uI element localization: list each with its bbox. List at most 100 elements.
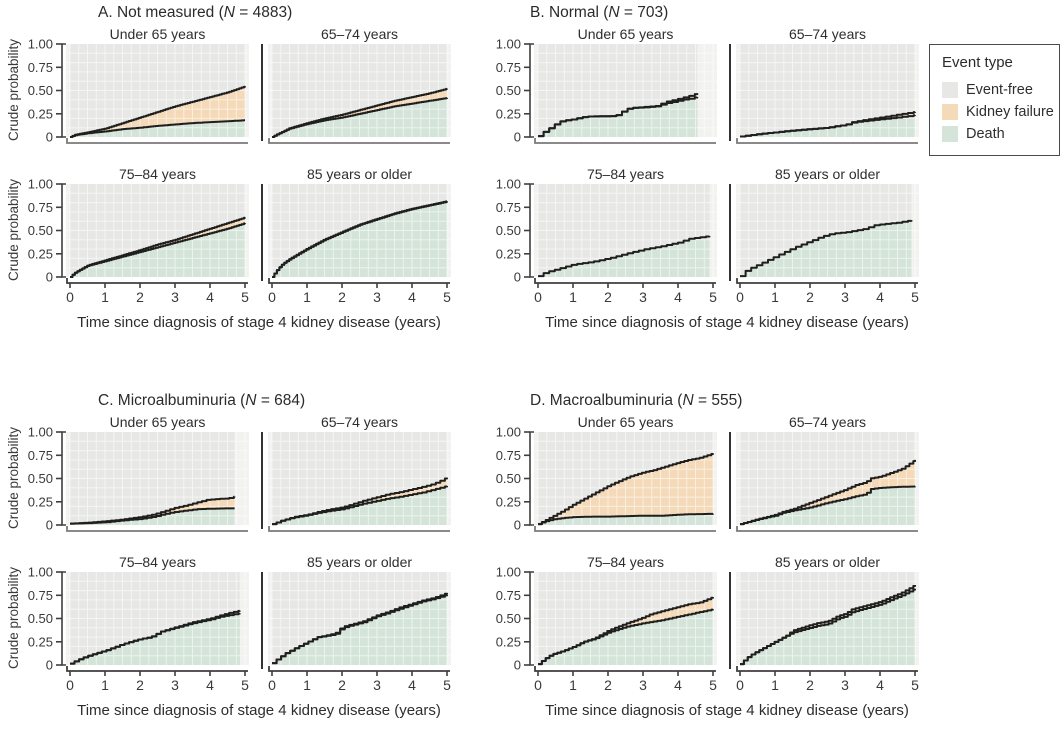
x-axis <box>534 526 716 532</box>
subplot-title: 65–74 years <box>788 414 867 430</box>
y-axis <box>529 431 534 526</box>
y-tick-label: 0 <box>514 658 521 673</box>
subplot-title: Under 65 years <box>109 414 206 430</box>
x-tick-label: 2 <box>604 677 612 693</box>
event-free-swatch <box>942 82 958 98</box>
y-tick-label: 0.25 <box>496 494 521 509</box>
y-axis <box>529 183 534 278</box>
y-tick-label: 0.75 <box>28 200 53 215</box>
y-tick-label: 0 <box>514 518 521 533</box>
panel-d-title: D. Macroalbuminuria (N = 555) <box>530 392 743 409</box>
x-tick-label: 3 <box>171 677 179 693</box>
death-curve <box>740 588 916 666</box>
subplot-c-65-74-years <box>261 432 451 532</box>
x-tick-label: 5 <box>911 289 919 305</box>
death-area <box>70 613 240 665</box>
death-curve <box>740 219 913 278</box>
x-tick-label: 4 <box>408 289 416 305</box>
x-axis <box>534 666 716 672</box>
x-axis <box>66 666 248 672</box>
gridlines <box>534 44 717 137</box>
panel-d-title-text: D. Macroalbuminuria <box>530 392 673 409</box>
y-axis <box>61 43 66 138</box>
death-curve <box>70 507 235 525</box>
x-tick-label: 3 <box>841 677 849 693</box>
y-axis-label: Crude probability <box>6 566 21 670</box>
panel-b-title: B. Normal (N = 703) <box>530 4 669 21</box>
panel-d-n-value: = 555 <box>697 392 738 409</box>
x-tick-label: 0 <box>268 677 276 693</box>
x-axis <box>268 278 450 284</box>
x-tick-label: 5 <box>709 289 717 305</box>
y-tick-label: 1.00 <box>28 177 53 192</box>
death-curve <box>538 96 699 138</box>
x-tick-label: 4 <box>876 677 884 693</box>
x-tick-label: 2 <box>806 289 814 305</box>
y-tick-label: 0.25 <box>496 634 521 649</box>
gridlines <box>534 572 717 665</box>
death-area <box>70 508 235 525</box>
x-tick-label: 4 <box>206 677 214 693</box>
x-tick-label: 1 <box>101 677 109 693</box>
y-tick-label: 0.50 <box>496 83 521 98</box>
x-axis <box>268 138 450 144</box>
y-tick-label: 1.00 <box>496 425 521 440</box>
subplot-title: 85 years or older <box>774 166 881 182</box>
death-curve <box>538 235 711 278</box>
death-curve <box>70 612 241 665</box>
subplot-title: 75–84 years <box>586 554 665 570</box>
x-tick-label: 2 <box>604 289 612 305</box>
subplot-d-65-74-years <box>729 432 919 532</box>
panel-b-n-value: = 703 <box>623 4 664 21</box>
subplot-b-75-84-years: 1.00 0.75 0.50 0.25 00 1 2 3 4 5 <box>496 177 717 306</box>
total-curve <box>538 453 714 526</box>
panel-b-title-text: B. Normal <box>530 4 599 21</box>
subplot-b-65-74-years <box>729 44 919 144</box>
y-tick-label: 0.50 <box>28 223 53 238</box>
panel-a-title: A. Not measured (N = 4883) <box>98 4 293 21</box>
y-axis-label: Crude probability <box>6 426 21 530</box>
x-tick-label: 0 <box>736 289 744 305</box>
x-tick-label: 5 <box>241 289 249 305</box>
x-tick-label: 5 <box>443 289 451 305</box>
subplot-title: Under 65 years <box>109 26 206 42</box>
panel-group-d: D. Macroalbuminuria (N = 555) Time since… <box>474 392 936 742</box>
subplot-title: Under 65 years <box>577 414 674 430</box>
x-tick-label: 0 <box>66 677 74 693</box>
legend-entry-death: Death <box>942 123 1049 145</box>
death-curve <box>538 608 714 666</box>
panel-a-n-value: = 4883 <box>239 4 288 21</box>
x-tick-label: 4 <box>206 289 214 305</box>
y-axis <box>61 431 66 526</box>
panel-c-n-value: = 684 <box>260 392 301 409</box>
x-tick-label: 0 <box>736 677 744 693</box>
x-tick-label: 2 <box>806 677 814 693</box>
y-tick-label: 0 <box>46 518 53 533</box>
subplot-d-85-years-or-older: 0 1 2 3 4 5 <box>729 572 919 693</box>
gridlines <box>66 432 249 525</box>
subplot-a-85-years-or-older: 0 1 2 3 4 5 <box>261 184 451 305</box>
x-axis-label: Time since diagnosis of stage 4 kidney d… <box>77 702 441 719</box>
y-tick-label: 0.25 <box>28 494 53 509</box>
y-tick-label: 0.75 <box>28 588 53 603</box>
panel-c-title-text: C. Microalbuminuria <box>98 392 236 409</box>
panel-a-n-symbol: N <box>223 4 235 21</box>
x-axis <box>66 526 248 532</box>
x-tick-label: 5 <box>709 677 717 693</box>
y-tick-label: 0.50 <box>28 611 53 626</box>
gridlines <box>736 572 919 665</box>
subplot-title: 75–84 years <box>118 554 197 570</box>
x-tick-label: 1 <box>303 677 311 693</box>
death-swatch <box>942 126 958 142</box>
x-tick-label: 5 <box>443 677 451 693</box>
y-tick-label: 0.50 <box>496 611 521 626</box>
subplot-b-85-years-or-older: 0 1 2 3 4 5 <box>729 184 919 305</box>
legend-entry-event-free: Event-free <box>942 79 1049 101</box>
x-tick-label: 0 <box>66 289 74 305</box>
x-tick-label: 0 <box>534 289 542 305</box>
subplot-c-75-84-years: 1.00 0.75 0.50 0.25 00 1 2 3 4 5 <box>28 565 249 694</box>
y-tick-label: 0 <box>514 130 521 145</box>
x-tick-label: 3 <box>639 677 647 693</box>
subplot-c-under-65-years: 1.00 0.75 0.50 0.25 0 <box>28 425 249 533</box>
death-curve <box>740 485 916 526</box>
